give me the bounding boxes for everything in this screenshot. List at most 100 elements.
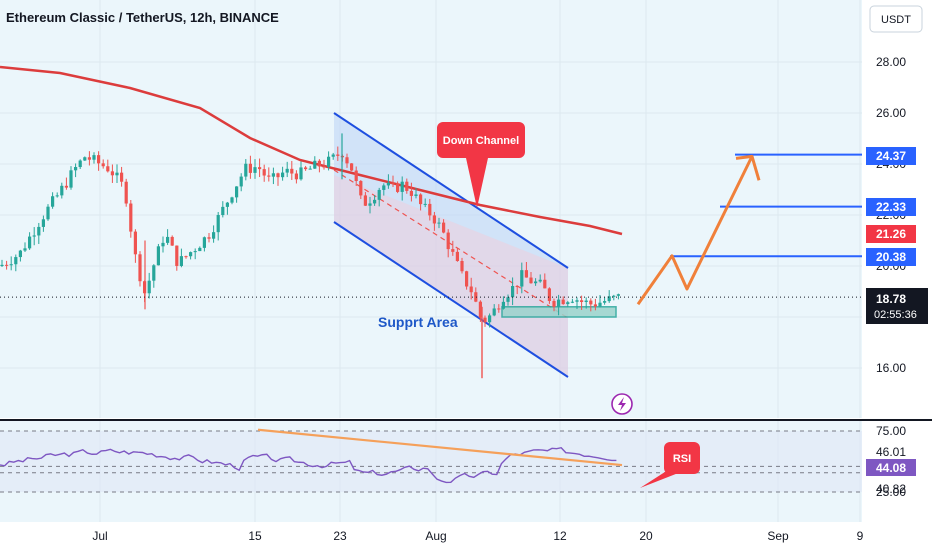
candle-body <box>350 163 354 171</box>
candle-body <box>469 286 473 293</box>
candles <box>0 133 620 379</box>
x-tick-label: Aug <box>425 529 446 543</box>
projection-arrowhead <box>735 154 761 181</box>
candle-body <box>589 300 593 305</box>
candle-body <box>414 194 418 196</box>
candle-body <box>202 237 206 248</box>
candle-body <box>552 300 556 307</box>
price-badge-label: 21.26 <box>876 227 906 241</box>
candle-body <box>511 286 515 298</box>
channel-mid-line <box>333 169 569 319</box>
candle-body <box>451 249 455 252</box>
price-badge-20-38: 20.38 <box>866 248 916 266</box>
candle-body <box>248 163 252 173</box>
rsi-callout: RSI <box>640 442 700 488</box>
candle-body <box>41 219 45 227</box>
x-tick-label: 15 <box>248 529 262 543</box>
candle-body <box>189 252 193 257</box>
candle-body <box>271 173 275 177</box>
candle-body <box>110 171 114 176</box>
candle-body <box>534 281 538 284</box>
channel-lower-line <box>333 221 569 378</box>
candle-body <box>46 206 50 220</box>
candle-body <box>74 167 78 171</box>
candle-body <box>488 315 492 323</box>
price-badge-24-37: 24.37 <box>866 147 916 165</box>
candle-body <box>501 301 505 309</box>
rsi-upper-value: 46.01 <box>876 445 906 459</box>
candle-body <box>603 301 607 303</box>
candle-body <box>405 181 409 191</box>
candle-body <box>460 261 464 272</box>
rsi-trendline <box>257 428 623 467</box>
current-price-label: 18.78 <box>876 292 906 306</box>
candle-body <box>428 203 432 216</box>
candle-body <box>0 264 4 266</box>
candle-body <box>336 154 340 156</box>
candle-body <box>262 169 266 176</box>
y-tick-label: 16.00 <box>876 361 906 375</box>
candle-body <box>377 189 381 200</box>
candle-body <box>239 176 243 187</box>
candle-body <box>230 197 234 203</box>
candle-body <box>92 155 96 160</box>
candle-body <box>308 168 312 170</box>
candle-body <box>294 173 298 180</box>
candle-body <box>400 181 404 192</box>
rsi-band <box>0 431 862 492</box>
candle-body <box>235 186 239 198</box>
candle-body <box>69 170 73 188</box>
candle-body <box>198 247 202 252</box>
candle-body <box>607 296 611 302</box>
down-channel-callout-box <box>437 122 525 158</box>
candle-body <box>566 302 570 305</box>
rsi-current-badge: 44.08 <box>866 459 916 476</box>
candle-body <box>598 302 602 307</box>
candle-body <box>156 246 160 266</box>
price-badge-label: 22.33 <box>876 200 906 214</box>
candle-body <box>506 297 510 302</box>
candle-body <box>455 251 459 262</box>
candle-body <box>368 203 372 206</box>
candle-body <box>276 173 280 178</box>
candle-body <box>152 265 156 281</box>
candle-body <box>313 160 317 169</box>
candle-body <box>515 286 519 288</box>
candle-body <box>285 168 289 173</box>
candle-body <box>423 203 427 205</box>
candle-body <box>221 206 225 216</box>
candle-body <box>115 172 119 176</box>
candle-body <box>478 301 482 318</box>
chart-title: Ethereum Classic / TetherUS, 12h, BINANC… <box>6 10 279 25</box>
x-tick-label: 12 <box>553 529 567 543</box>
rsi-y-tick-label: 25.00 <box>876 485 906 499</box>
projection-path <box>636 155 754 306</box>
candle-body <box>391 182 395 184</box>
candle-body <box>612 295 616 297</box>
currency-button-label[interactable]: USDT <box>881 14 911 26</box>
candle-body <box>9 264 13 266</box>
x-tick-label: 23 <box>333 529 347 543</box>
candle-body <box>520 270 524 287</box>
candle-body <box>244 163 248 177</box>
candle-body <box>437 222 441 224</box>
candle-body <box>97 155 101 164</box>
current-price-badge: 18.78 02:55:36 <box>866 288 928 324</box>
candle-body <box>616 294 620 296</box>
candle-body <box>147 280 151 294</box>
candle-body <box>497 308 501 310</box>
lightning-icon[interactable] <box>611 393 633 415</box>
candle-body <box>290 168 294 174</box>
x-tick-label: Jul <box>92 529 107 543</box>
candle-body <box>83 157 87 161</box>
candle-body <box>78 160 82 168</box>
candle-body <box>354 170 358 182</box>
channel-upper-line <box>333 112 569 269</box>
candle-body <box>299 167 303 180</box>
currency-button[interactable]: USDT <box>869 5 923 33</box>
candle-body <box>37 226 41 236</box>
support-area-label: Supprt Area <box>378 314 458 330</box>
candle-body <box>14 257 18 265</box>
candle-body <box>133 231 137 255</box>
